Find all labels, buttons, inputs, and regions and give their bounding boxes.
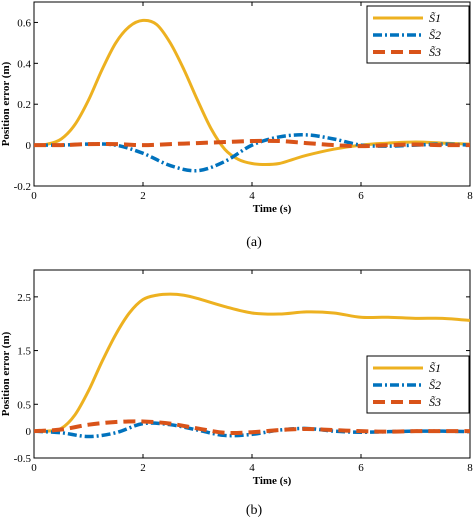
panel-caption: (a): [246, 235, 262, 250]
legend-label-1: S̃1: [429, 11, 441, 25]
x-tick-label: 4: [249, 190, 255, 202]
series-line-1: [34, 18, 470, 167]
x-axis-label: Time (s): [253, 475, 292, 487]
legend: S̃1 S̃2 S̃3: [366, 355, 470, 414]
x-tick-label: 0: [31, 190, 37, 202]
y-tick-label: -0.2: [14, 181, 31, 193]
panel-caption: (b): [246, 503, 263, 518]
legend-box: [366, 355, 470, 414]
y-tick-label: 2.5: [17, 292, 31, 304]
legend-label-3: S̃3: [429, 45, 441, 59]
y-tick-label: 1.5: [17, 346, 31, 358]
y-axis-label: Position error (m): [0, 331, 12, 416]
x-tick-label: 2: [140, 190, 146, 202]
y-tick-label: 0: [26, 140, 32, 152]
series-line-3: [34, 419, 470, 435]
x-tick-label: 2: [140, 462, 146, 474]
x-tick-label: 6: [358, 462, 364, 474]
legend-box: [366, 5, 470, 64]
y-tick-label: -0.5: [14, 453, 32, 465]
x-tick-label: 8: [467, 190, 473, 202]
y-tick-label: 0.5: [17, 399, 31, 411]
legend-label-2: S̃2: [429, 28, 441, 42]
series-line-2: [34, 421, 470, 439]
y-tick-label: 0.2: [17, 99, 31, 111]
x-axis-label: Time (s): [253, 203, 292, 215]
x-tick-label: 4: [249, 462, 255, 474]
y-axis-label: Position error (m): [0, 61, 12, 146]
x-tick-label: 8: [467, 462, 473, 474]
legend-label-3: S̃3: [429, 395, 441, 409]
y-tick-label: 0.6: [17, 17, 31, 29]
legend: S̃1 S̃2 S̃3: [366, 5, 470, 64]
y-tick-label: 0: [26, 426, 32, 438]
legend-label-1: S̃1: [429, 361, 441, 375]
series-line-3: [34, 138, 470, 149]
x-tick-label: 0: [31, 462, 37, 474]
x-tick-label: 6: [358, 190, 364, 202]
y-tick-label: 0.4: [17, 58, 31, 70]
series-line-1: [34, 292, 470, 433]
legend-label-2: S̃2: [429, 378, 441, 392]
